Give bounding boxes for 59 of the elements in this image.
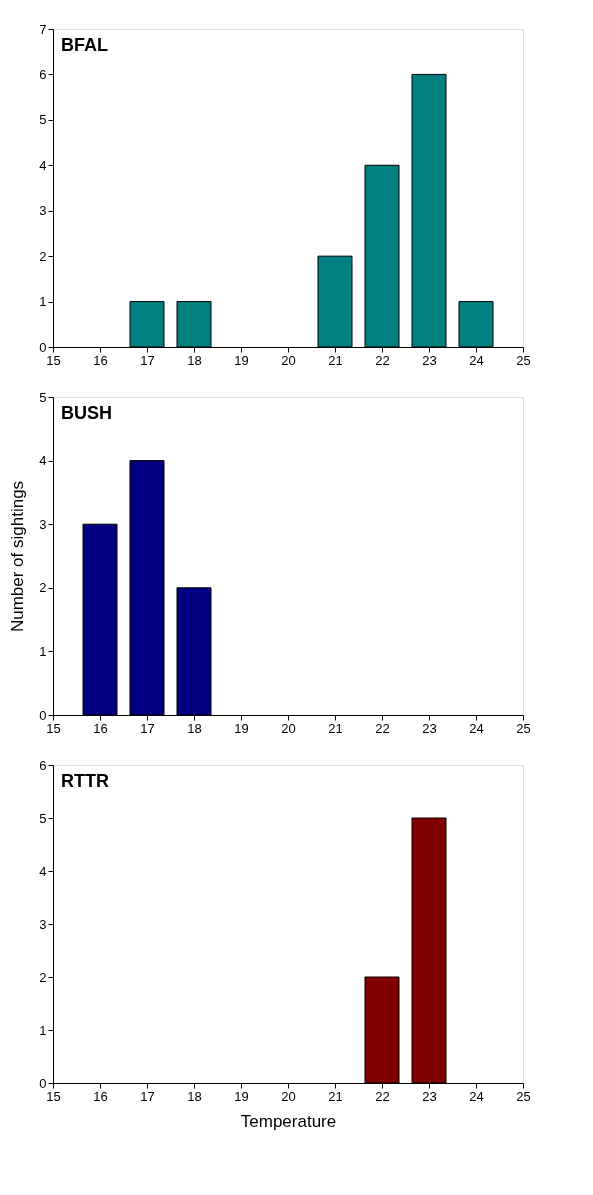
x-tick-label: 24 xyxy=(469,1088,484,1104)
x-tick-label: 18 xyxy=(187,352,202,368)
x-axis-title: Temperature xyxy=(240,1111,337,1131)
x-tick-label: 21 xyxy=(328,1088,343,1104)
x-tick-label: 19 xyxy=(234,352,249,368)
x-tick-label: 24 xyxy=(469,352,484,368)
y-tick-label: 1 xyxy=(39,643,47,659)
x-tick-label: 22 xyxy=(375,352,390,368)
y-tick-label: 4 xyxy=(39,863,47,879)
x-tick-label: 19 xyxy=(234,1088,249,1104)
x-tick-label: 25 xyxy=(516,1088,531,1104)
chart-title: BUSH xyxy=(61,403,113,423)
x-tick-label: 23 xyxy=(422,352,437,368)
chart-title: BFAL xyxy=(61,35,108,55)
x-tick-label: 16 xyxy=(93,1088,108,1104)
y-tick-label: 0 xyxy=(39,707,47,723)
y-tick-label: 3 xyxy=(39,916,47,932)
x-tick-label: 25 xyxy=(516,352,531,368)
x-tick-label: 15 xyxy=(46,352,61,368)
y-tick-label: 0 xyxy=(39,339,47,355)
y-axis-title: Number of sightings xyxy=(8,480,28,633)
y-tick-label: 4 xyxy=(39,157,47,173)
y-tick-label: 1 xyxy=(39,1022,47,1038)
y-tick-label: 5 xyxy=(39,810,47,826)
x-tick-label: 22 xyxy=(375,720,390,736)
y-tick-label: 2 xyxy=(39,580,47,596)
y-tick-label: 3 xyxy=(39,203,47,219)
y-tick-label: 6 xyxy=(39,66,47,82)
x-tick-label: 19 xyxy=(234,720,249,736)
x-tick-label: 24 xyxy=(469,720,484,736)
y-tick-label: 5 xyxy=(39,112,47,128)
x-tick-label: 17 xyxy=(140,1088,155,1104)
x-tick-label: 20 xyxy=(281,352,296,368)
x-tick-label: 20 xyxy=(281,720,296,736)
x-tick-label: 20 xyxy=(281,1088,296,1104)
y-tick-label: 6 xyxy=(39,757,47,773)
y-tick-label: 4 xyxy=(39,453,47,469)
y-tick-label: 1 xyxy=(39,294,47,310)
y-tick-label: 2 xyxy=(39,969,47,985)
y-tick-label: 2 xyxy=(39,248,47,264)
x-tick-label: 25 xyxy=(516,720,531,736)
x-tick-label: 16 xyxy=(93,352,108,368)
y-tick-label: 0 xyxy=(39,1075,47,1091)
y-tick-label: 5 xyxy=(39,389,47,405)
x-tick-label: 22 xyxy=(375,1088,390,1104)
x-tick-label: 17 xyxy=(140,720,155,736)
x-tick-label: 18 xyxy=(187,720,202,736)
x-tick-label: 15 xyxy=(46,1088,61,1104)
x-tick-label: 16 xyxy=(93,720,108,736)
x-tick-label: 21 xyxy=(328,352,343,368)
x-tick-label: 23 xyxy=(422,720,437,736)
x-tick-label: 15 xyxy=(46,720,61,736)
x-tick-label: 21 xyxy=(328,720,343,736)
x-tick-label: 18 xyxy=(187,1088,202,1104)
x-tick-label: 23 xyxy=(422,1088,437,1104)
chart-title: RTTR xyxy=(61,771,109,791)
x-tick-label: 17 xyxy=(140,352,155,368)
y-tick-label: 3 xyxy=(39,516,47,532)
y-tick-label: 7 xyxy=(39,21,47,37)
